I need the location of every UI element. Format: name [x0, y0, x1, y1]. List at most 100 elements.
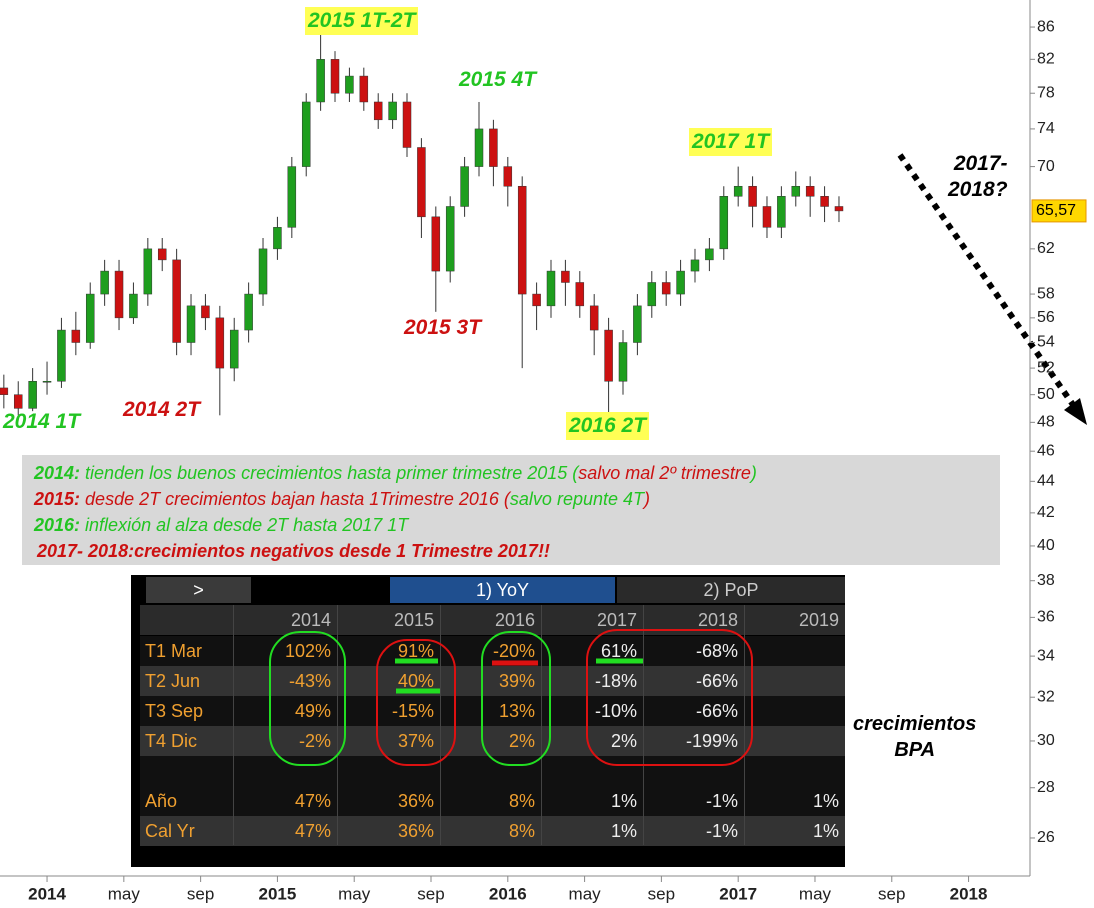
note-text: salvo mal 2º trimestre [578, 463, 751, 483]
candle-body [345, 75, 354, 94]
candle-body [503, 166, 513, 187]
annotation: 2015 1T-2T [305, 7, 419, 35]
table-cell: 36% [397, 791, 434, 811]
candle-body [186, 305, 196, 343]
y-tick-label: 74 [1037, 120, 1055, 137]
last-price-box [1031, 199, 1087, 223]
note-text: 2015: [34, 489, 81, 509]
note-line: 2016: inflexión al alza desde 2T hasta 2… [34, 515, 408, 536]
table-cell: 102% [284, 641, 331, 661]
column-header: 2017 [596, 610, 637, 630]
candle-body [748, 185, 757, 207]
column-divider [337, 605, 338, 845]
x-tick-label: 2017 [719, 884, 757, 903]
notes-box: 2014: tienden los buenos crecimientos ha… [22, 455, 1000, 565]
candle-body [244, 293, 253, 331]
x-tick-label: 2016 [489, 884, 527, 903]
column-divider [541, 605, 542, 845]
table-cell [744, 636, 845, 666]
candle-body [85, 293, 95, 343]
growth-table: >1) YoY 2) PoP 2014 2015 2016 2017 2018 2019 T1 … [131, 575, 845, 867]
candle-body [273, 227, 282, 250]
table-cell: 1% [610, 821, 637, 841]
table-cell: -1% [705, 821, 738, 841]
y-tick-label: 48 [1037, 414, 1055, 431]
table-cell: -66% [695, 671, 738, 691]
candle-body [28, 381, 37, 409]
note-line: 2014: tienden los buenos crecimientos ha… [34, 463, 757, 484]
candle-body [330, 59, 340, 94]
note-line: 2017- 2018:crecimientos negativos desde … [37, 541, 550, 562]
column-divider [744, 605, 745, 845]
table-row [140, 816, 845, 846]
table-cell: -18% [594, 671, 637, 691]
table-row [140, 756, 845, 786]
table-cell: -66% [695, 701, 738, 721]
y-tick-label: 42 [1037, 504, 1055, 521]
table-cell: 13% [498, 701, 535, 721]
candle-body [42, 381, 52, 383]
x-tick-label: 2015 [259, 884, 297, 903]
table-cell [744, 696, 845, 726]
candle-body [0, 387, 9, 395]
table-cell: -2% [298, 731, 331, 751]
row-label: Año [145, 791, 178, 811]
column-header: 2016 [494, 610, 535, 630]
tab[interactable]: 1) YoY [390, 577, 615, 603]
candle-body [172, 259, 181, 343]
candle-body [705, 248, 714, 261]
row-label: T4 Dic [145, 731, 198, 751]
annotation: 2015 3T [404, 316, 482, 339]
candle-body [604, 329, 613, 382]
note-text: 2014: [34, 463, 81, 483]
y-tick-label: 70 [1037, 158, 1055, 175]
table-cell: 37% [397, 731, 434, 751]
candle-body [157, 248, 167, 261]
candle-body [287, 166, 297, 228]
table-cell: 61% [600, 641, 637, 661]
candle-body [733, 185, 743, 197]
candle-body [13, 394, 23, 409]
column-divider [233, 605, 234, 845]
candle-body [301, 101, 311, 167]
y-tick-label: 28 [1037, 779, 1055, 796]
note-text: tienden los buenos crecimientos hasta pr… [80, 463, 579, 483]
table-cell: 39% [498, 671, 535, 691]
annotation: 2016 2T [566, 412, 650, 440]
note-text: 2016: [34, 515, 81, 535]
annotation: 2014 1T [3, 410, 81, 433]
candle-body [647, 282, 657, 307]
y-tick-label: 52 [1037, 359, 1055, 376]
table-cell [744, 726, 845, 756]
table-cell: 40% [397, 671, 434, 691]
candle-body [258, 248, 268, 295]
x-tick-label: may [799, 884, 832, 903]
row-label: T1 Mar [145, 641, 203, 661]
column-divider [643, 605, 644, 845]
candle-body [517, 185, 527, 295]
y-tick-label: 30 [1037, 732, 1055, 749]
y-tick-label: 54 [1037, 334, 1055, 351]
candle-body [388, 101, 397, 121]
last-price-label: 65,57 [1036, 202, 1076, 219]
tab[interactable]: 2) PoP [617, 577, 845, 603]
candle-body [532, 293, 541, 307]
x-tick-label: may [338, 884, 371, 903]
table-cell: -68% [695, 641, 738, 661]
table-cell: 8% [508, 791, 535, 811]
y-tick-label: 40 [1037, 537, 1055, 554]
table-cell: 1% [610, 791, 637, 811]
candle-body [561, 270, 570, 283]
y-tick-label: 38 [1037, 572, 1055, 589]
candle-body [129, 293, 138, 319]
tab[interactable]: > [146, 577, 251, 603]
candle-body [460, 166, 469, 207]
x-tick-label: 2014 [28, 884, 66, 903]
candle-body [762, 206, 772, 228]
table-cell: 1% [812, 821, 839, 841]
note-text: salvo repunte 4T [509, 489, 644, 509]
table-cell: 8% [508, 821, 535, 841]
x-tick-label: may [569, 884, 602, 903]
candle-body [215, 317, 225, 369]
